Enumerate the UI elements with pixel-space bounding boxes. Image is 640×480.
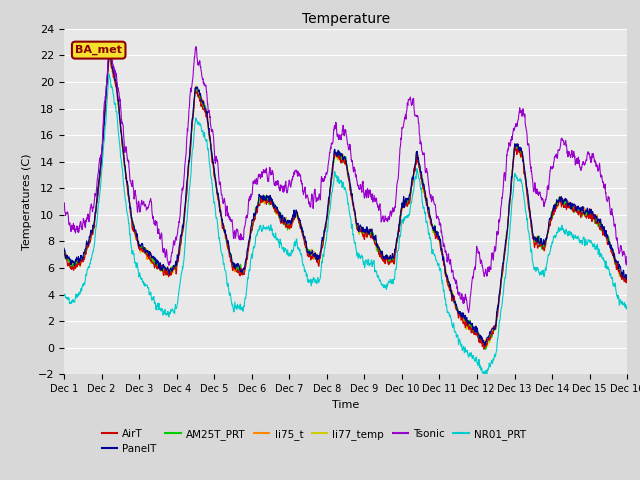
Y-axis label: Temperatures (C): Temperatures (C)	[22, 153, 32, 250]
Text: BA_met: BA_met	[76, 45, 122, 55]
Title: Temperature: Temperature	[301, 12, 390, 26]
Legend: AirT, PanelT, AM25T_PRT, li75_t, li77_temp, Tsonic, NR01_PRT: AirT, PanelT, AM25T_PRT, li75_t, li77_te…	[97, 424, 531, 458]
X-axis label: Time: Time	[332, 400, 359, 409]
